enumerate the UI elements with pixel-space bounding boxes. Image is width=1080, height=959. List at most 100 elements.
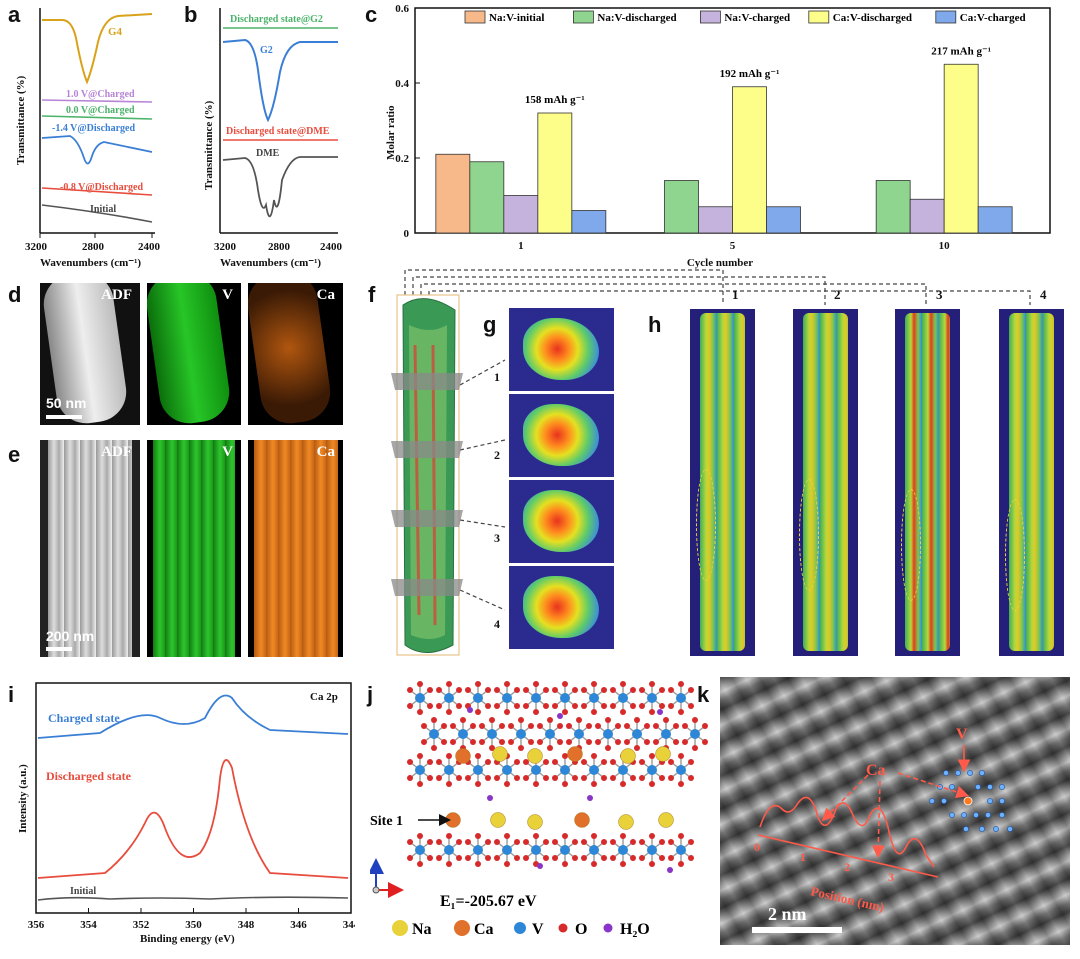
o-atom bbox=[557, 739, 563, 745]
curve-label-discharged-dme: Discharged state@DME bbox=[226, 126, 330, 137]
cross-section-4 bbox=[509, 566, 614, 649]
v-column-dot bbox=[973, 812, 979, 818]
o-atom bbox=[523, 759, 529, 765]
v-column-dot bbox=[999, 812, 1005, 818]
o-atom bbox=[673, 739, 679, 745]
curve-g4 bbox=[42, 13, 153, 85]
o-atom bbox=[601, 687, 607, 693]
legend-atom-3 bbox=[558, 923, 568, 933]
o-atom bbox=[543, 687, 549, 693]
o-atom bbox=[456, 839, 462, 845]
o-atom bbox=[543, 855, 549, 861]
channel-label-v-e: V bbox=[222, 444, 233, 460]
o-atom bbox=[460, 717, 466, 723]
o-atom bbox=[702, 723, 708, 729]
o-atom bbox=[566, 739, 572, 745]
o-atom bbox=[620, 833, 626, 839]
o-atom bbox=[407, 703, 413, 709]
v-column-dot bbox=[1007, 826, 1013, 832]
o-atom bbox=[591, 681, 597, 687]
o-atom bbox=[552, 703, 558, 709]
o-atom bbox=[514, 687, 520, 693]
v-column-dot bbox=[967, 770, 973, 776]
channel-label-adf-e: ADF bbox=[101, 444, 132, 460]
v-atom bbox=[415, 765, 425, 775]
longitudinal-view-3 bbox=[895, 309, 960, 656]
o-atom bbox=[494, 687, 500, 693]
o-atom bbox=[634, 745, 640, 751]
o-atom bbox=[417, 781, 423, 787]
o-atom bbox=[624, 739, 630, 745]
v-atom bbox=[502, 765, 512, 775]
ca-atom bbox=[455, 748, 471, 764]
o-atom bbox=[692, 745, 698, 751]
o-atom bbox=[659, 687, 665, 693]
v-column-dot bbox=[941, 798, 947, 804]
o-atom bbox=[427, 839, 433, 845]
label-initial-i: Initial bbox=[70, 886, 96, 897]
v-atom bbox=[531, 765, 541, 775]
o-atom bbox=[581, 687, 587, 693]
o-atom bbox=[601, 759, 607, 765]
ftir-chart-a: Transmittance (%) 3200 2800 2400 Wavenum… bbox=[15, 8, 160, 269]
o-atom bbox=[417, 709, 423, 715]
legend-atom-1 bbox=[454, 920, 470, 936]
v-atom bbox=[473, 693, 483, 703]
adf-image-d: ADF 50 nm bbox=[40, 283, 140, 425]
o-atom bbox=[659, 703, 665, 709]
o-atom bbox=[417, 753, 423, 759]
legend-label-3: Ca:V-discharged bbox=[833, 12, 912, 24]
v-atom bbox=[444, 765, 454, 775]
bar-1-2 bbox=[875, 180, 911, 234]
legend-atom-label-2: V bbox=[532, 921, 544, 938]
o-atom bbox=[688, 703, 694, 709]
o-atom bbox=[470, 723, 476, 729]
o-atom bbox=[649, 709, 655, 715]
o-atom bbox=[436, 703, 442, 709]
position-axis bbox=[757, 834, 939, 878]
o-atom bbox=[446, 781, 452, 787]
o-atom bbox=[591, 709, 597, 715]
channel-label-adf-d: ADF bbox=[101, 287, 132, 303]
o-atom bbox=[630, 687, 636, 693]
v-column-dot bbox=[961, 812, 967, 818]
ca-map-d: Ca bbox=[248, 283, 343, 425]
o-atom bbox=[431, 717, 437, 723]
ftir-chart-b: Transmittance (%) 3200 2800 2400 Wavenum… bbox=[203, 8, 343, 269]
xtick-b-1: 2800 bbox=[268, 241, 291, 253]
legend-swatch-3 bbox=[808, 10, 830, 24]
channel-label-ca-d: Ca bbox=[316, 287, 335, 303]
legend-atom-4 bbox=[603, 923, 613, 933]
label-discharged-state: Discharged state bbox=[46, 769, 132, 783]
curve-g2 bbox=[222, 38, 338, 123]
v-atom bbox=[589, 845, 599, 855]
slice-plane-1 bbox=[391, 373, 463, 390]
o-atom bbox=[605, 745, 611, 751]
o-atom bbox=[663, 717, 669, 723]
slice-num-3: 3 bbox=[494, 531, 500, 545]
legend-atom-label-3: O bbox=[575, 921, 587, 938]
curve-dme bbox=[222, 156, 338, 218]
o-atom bbox=[601, 775, 607, 781]
o-atom bbox=[475, 781, 481, 787]
o-atom bbox=[591, 861, 597, 867]
curve-label-g4: G4 bbox=[108, 26, 123, 38]
o-atom bbox=[620, 861, 626, 867]
o-atom bbox=[591, 753, 597, 759]
na-atom bbox=[490, 812, 506, 828]
ytick-label-c: 0.4 bbox=[395, 78, 409, 90]
capacity-annotation: 158 mAh g⁻¹ bbox=[525, 94, 585, 106]
o-atom bbox=[576, 717, 582, 723]
xtick-label-i-3: 350 bbox=[185, 919, 202, 931]
curve-0v-charged bbox=[41, 115, 153, 120]
curve-charged bbox=[37, 694, 349, 739]
o-atom bbox=[508, 739, 514, 745]
o-atom bbox=[610, 759, 616, 765]
v-atom bbox=[444, 693, 454, 703]
panel-label-j: j bbox=[367, 682, 374, 707]
o-atom bbox=[595, 739, 601, 745]
o-atom bbox=[547, 717, 553, 723]
o-atom bbox=[508, 723, 514, 729]
o-atom bbox=[475, 861, 481, 867]
v-atom bbox=[618, 693, 628, 703]
